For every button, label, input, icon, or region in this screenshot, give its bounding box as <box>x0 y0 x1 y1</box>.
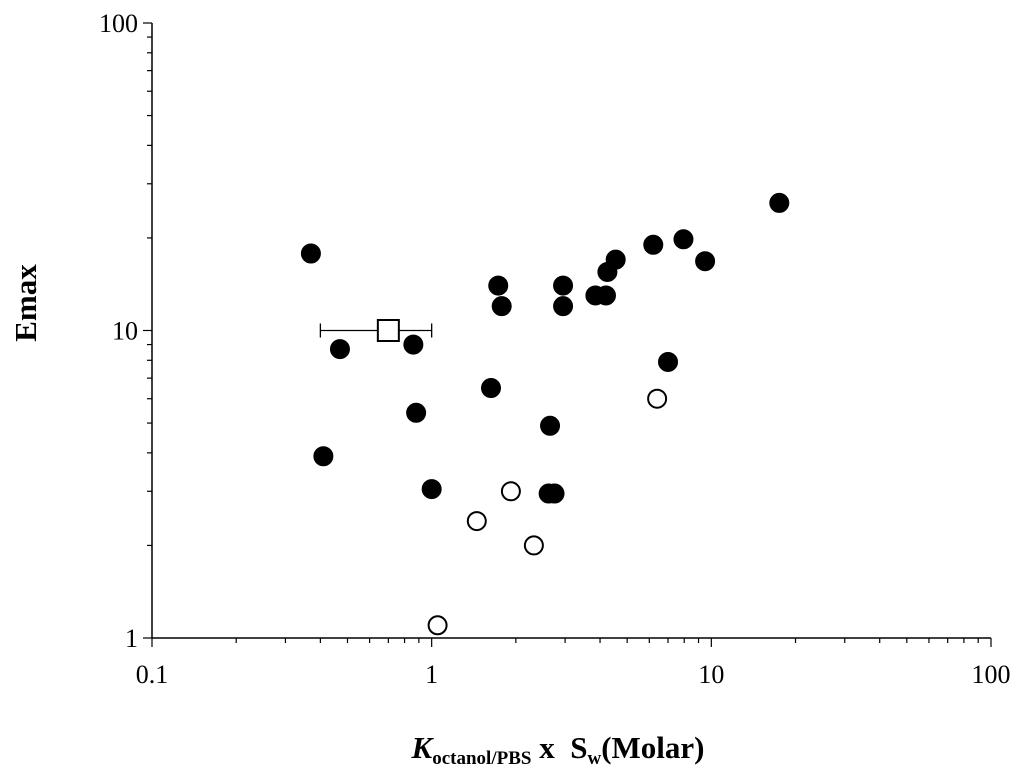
ticks <box>143 22 992 647</box>
open-circle-point <box>500 481 521 502</box>
filled-circle-point <box>329 339 350 360</box>
tick-labels: 0.1 1 10 100 1 10 100 <box>99 9 1011 689</box>
open-circle-point <box>466 511 487 532</box>
filled-circle-point <box>403 334 424 355</box>
filled-circle-point <box>673 229 694 250</box>
filled-circle-point <box>313 446 334 467</box>
filled-circle-point <box>658 351 679 372</box>
x-axis-title-tail: (Molar) <box>601 730 704 765</box>
y-tick-label: 100 <box>99 9 138 38</box>
filled-circle-point <box>421 479 442 500</box>
y-tick-label: 10 <box>112 317 138 346</box>
x-axis-title-sub2: w <box>587 748 601 769</box>
filled-circle-point <box>544 483 565 504</box>
filled-circle-point <box>595 285 616 306</box>
filled-circle-point <box>643 234 664 255</box>
axes <box>151 23 991 639</box>
filled-circle-point <box>605 249 626 270</box>
filled-circle-point <box>540 415 561 436</box>
filled-circle-point <box>695 251 716 272</box>
filled-circle-point <box>406 402 427 423</box>
x-axis-title: Koctanol/PBS x Sw(Molar) <box>411 730 705 769</box>
filled-circle-point <box>769 192 790 213</box>
filled-circle-point <box>553 296 574 317</box>
filled-circle-point <box>300 243 321 264</box>
x-tick-label: 0.1 <box>136 660 169 689</box>
open-circle-point <box>523 535 544 556</box>
error-bars <box>319 323 433 338</box>
y-axis-title: Emax <box>8 264 43 342</box>
filled-circle-point <box>553 275 574 296</box>
data-points <box>300 192 790 636</box>
open-circle-point <box>647 388 668 409</box>
x-tick-label: 1 <box>425 660 438 689</box>
filled-circle-point <box>481 378 502 399</box>
x-tick-label: 10 <box>698 660 724 689</box>
x-axis-title-k: K <box>411 730 435 765</box>
filled-circle-point <box>491 296 512 317</box>
open-circle-point <box>427 615 448 636</box>
x-axis-title-middle: x S <box>531 730 587 765</box>
filled-circle-point <box>488 275 509 296</box>
y-tick-label: 1 <box>125 624 138 653</box>
x-tick-label: 100 <box>972 660 1011 689</box>
x-axis-title-sub: octanol/PBS <box>432 748 531 769</box>
open-square-point <box>376 319 400 342</box>
